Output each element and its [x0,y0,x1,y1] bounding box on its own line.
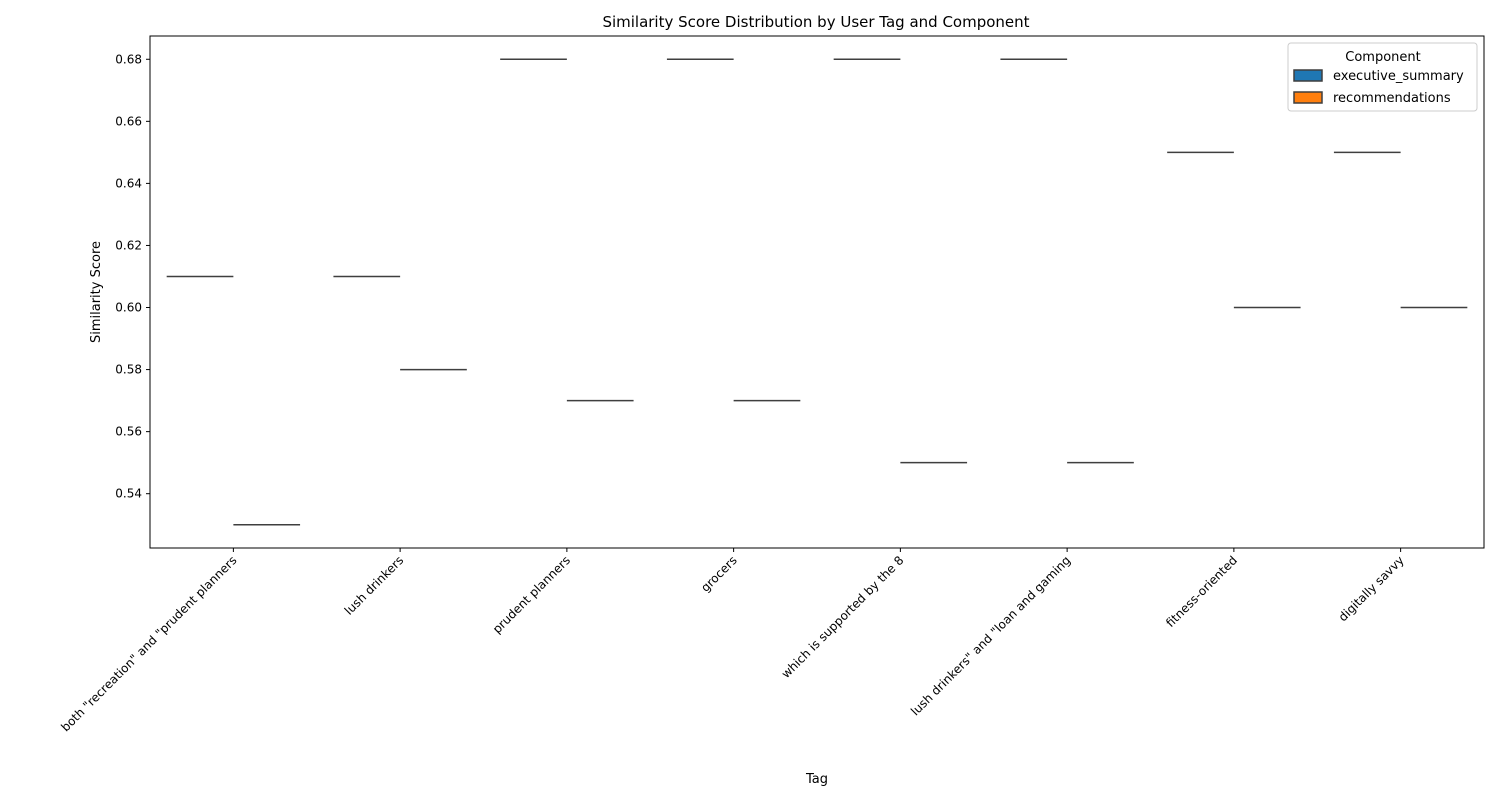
y-tick-label: 0.64 [115,176,142,190]
y-tick-label: 0.60 [115,301,142,315]
plot-area [149,35,1485,549]
legend-entry: executive_summary [1333,69,1464,84]
legend-swatch [1293,69,1323,82]
x-tick-label: lush drinkers [342,553,406,617]
legend: Component executive_summary recommendatio… [1287,42,1478,112]
x-tick-label: both "recreation" and "prudent planners [58,553,239,734]
x-tick-label: lush drinkers" and "loan and gaming [908,553,1073,718]
plot-frame [149,35,1485,549]
legend-frame [1287,42,1478,112]
legend-swatch [1293,91,1323,104]
y-axis: 0.54 0.56 0.58 0.60 0.62 0.64 0.66 0.68 [115,52,150,501]
legend-entry: recommendations [1333,91,1451,106]
x-axis-label: Tag [805,772,828,787]
y-axis-label: Similarity Score [89,241,104,343]
y-tick-label: 0.54 [115,487,142,501]
y-tick-label: 0.56 [115,425,142,439]
x-tick-label: prudent planners [490,553,573,636]
x-tick-label: which is supported by the 8 [779,553,907,681]
x-tick-label: grocers [698,553,740,595]
y-tick-label: 0.58 [115,363,142,377]
box-marks [166,58,1468,526]
y-tick-label: 0.62 [115,238,142,252]
x-tick-label: digitally savvy [1336,553,1407,624]
y-tick-label: 0.66 [115,114,142,128]
legend-title: Component [1345,50,1420,65]
y-tick-label: 0.68 [115,52,142,66]
chart-title: Similarity Score Distribution by User Ta… [602,13,1029,31]
x-tick-label: fitness-oriented [1163,553,1240,630]
x-axis: both "recreation" and "prudent planners l… [58,548,1407,734]
